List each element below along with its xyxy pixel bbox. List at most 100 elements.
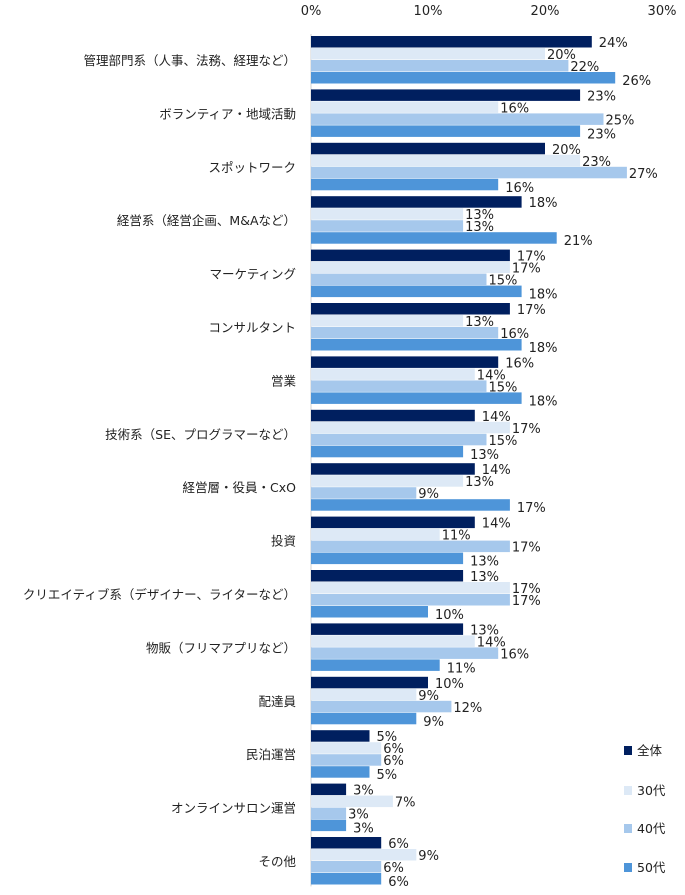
bar-50代 xyxy=(311,606,428,618)
data-label: 23% xyxy=(587,127,616,142)
data-label: 13% xyxy=(470,555,499,570)
bar-全体 xyxy=(311,730,370,742)
bar-40代 xyxy=(311,540,510,553)
bar-50代 xyxy=(311,819,347,832)
data-label: 23% xyxy=(582,155,611,170)
data-label: 17% xyxy=(517,250,546,265)
data-label: 23% xyxy=(587,89,616,104)
bar-30代 xyxy=(311,528,440,541)
bar-40代 xyxy=(311,433,487,446)
data-label: 10% xyxy=(435,677,464,692)
bar-40代 xyxy=(311,754,382,766)
bar-30代 xyxy=(311,154,581,167)
bar-全体 xyxy=(311,463,475,475)
data-label: 17% xyxy=(512,541,541,556)
bar-50代 xyxy=(311,339,522,351)
bar-40代 xyxy=(311,273,487,286)
bar-40代 xyxy=(311,807,347,820)
category-label: クリエイティブ系（デザイナー、ライターなど） xyxy=(23,587,296,602)
data-label: 3% xyxy=(348,808,369,823)
data-label: 17% xyxy=(512,594,541,609)
bar-50代 xyxy=(311,392,522,404)
x-tick-label: 10% xyxy=(414,4,443,19)
category-label: その他 xyxy=(258,854,296,869)
bar-全体 xyxy=(311,676,428,689)
bar-40代 xyxy=(311,700,452,713)
bar-40代 xyxy=(311,594,510,606)
data-label: 18% xyxy=(529,196,558,211)
data-label: 18% xyxy=(529,288,558,303)
legend-label: 全体 xyxy=(637,743,663,758)
category-label: コンサルタント xyxy=(208,320,296,335)
data-label: 26% xyxy=(622,74,651,89)
data-label: 12% xyxy=(453,701,482,716)
legend-label: 40代 xyxy=(637,821,666,836)
x-tick-label: 30% xyxy=(648,4,677,19)
bar-40代 xyxy=(311,60,569,72)
data-label: 25% xyxy=(606,113,635,128)
bar-40代 xyxy=(311,861,382,873)
legend-label: 30代 xyxy=(637,783,666,798)
data-label: 11% xyxy=(442,529,471,544)
bar-30代 xyxy=(311,48,545,60)
bar-全体 xyxy=(311,837,382,849)
bar-全体 xyxy=(311,249,510,262)
legend-swatch xyxy=(624,824,632,833)
data-label: 13% xyxy=(470,570,499,585)
bar-全体 xyxy=(311,570,464,582)
x-tick-label: 20% xyxy=(531,4,560,19)
data-label: 18% xyxy=(529,341,558,356)
data-label: 6% xyxy=(383,861,404,876)
data-label: 14% xyxy=(477,368,506,383)
data-label: 27% xyxy=(629,167,658,182)
data-label: 14% xyxy=(482,410,511,425)
category-label: 物販（フリマアプリなど） xyxy=(146,640,296,655)
legend-label: 50代 xyxy=(637,860,666,875)
bar-30代 xyxy=(311,742,382,754)
bar-全体 xyxy=(311,783,347,796)
bar-50代 xyxy=(311,659,440,671)
bar-40代 xyxy=(311,380,487,392)
data-label: 20% xyxy=(547,48,576,63)
data-label: 15% xyxy=(489,380,518,395)
data-label: 14% xyxy=(482,463,511,478)
bar-30代 xyxy=(311,101,499,113)
category-label: 配達員 xyxy=(258,694,296,709)
data-label: 17% xyxy=(512,422,541,437)
legend-swatch xyxy=(624,863,632,872)
bar-50代 xyxy=(311,766,370,778)
data-label: 13% xyxy=(470,448,499,463)
data-label: 17% xyxy=(512,582,541,597)
bar-全体 xyxy=(311,409,475,422)
data-label: 5% xyxy=(377,768,398,783)
data-label: 17% xyxy=(517,501,546,516)
legend-swatch xyxy=(624,786,632,795)
category-label: 投資 xyxy=(271,534,296,549)
bar-全体 xyxy=(311,356,499,368)
data-label: 18% xyxy=(529,394,558,409)
bar-50代 xyxy=(311,499,510,511)
data-label: 3% xyxy=(353,784,374,799)
category-label: スポットワーク xyxy=(208,160,296,175)
bar-全体 xyxy=(311,516,475,529)
data-label: 16% xyxy=(500,327,529,342)
bar-30代 xyxy=(311,208,464,220)
category-label: ボランティア・地域活動 xyxy=(159,106,296,121)
bar-30代 xyxy=(311,849,417,861)
bar-全体 xyxy=(311,36,592,48)
data-label: 5% xyxy=(377,730,398,745)
category-label: 営業 xyxy=(271,373,297,388)
x-tick-label: 0% xyxy=(301,4,322,19)
bar-30代 xyxy=(311,688,417,701)
bar-30代 xyxy=(311,315,464,327)
data-label: 6% xyxy=(388,875,409,890)
bar-50代 xyxy=(311,232,557,244)
bar-全体 xyxy=(311,142,545,155)
bar-50代 xyxy=(311,445,464,458)
bar-30代 xyxy=(311,475,464,487)
data-label: 22% xyxy=(570,60,599,75)
data-label: 3% xyxy=(353,822,374,837)
bar-30代 xyxy=(311,368,475,380)
